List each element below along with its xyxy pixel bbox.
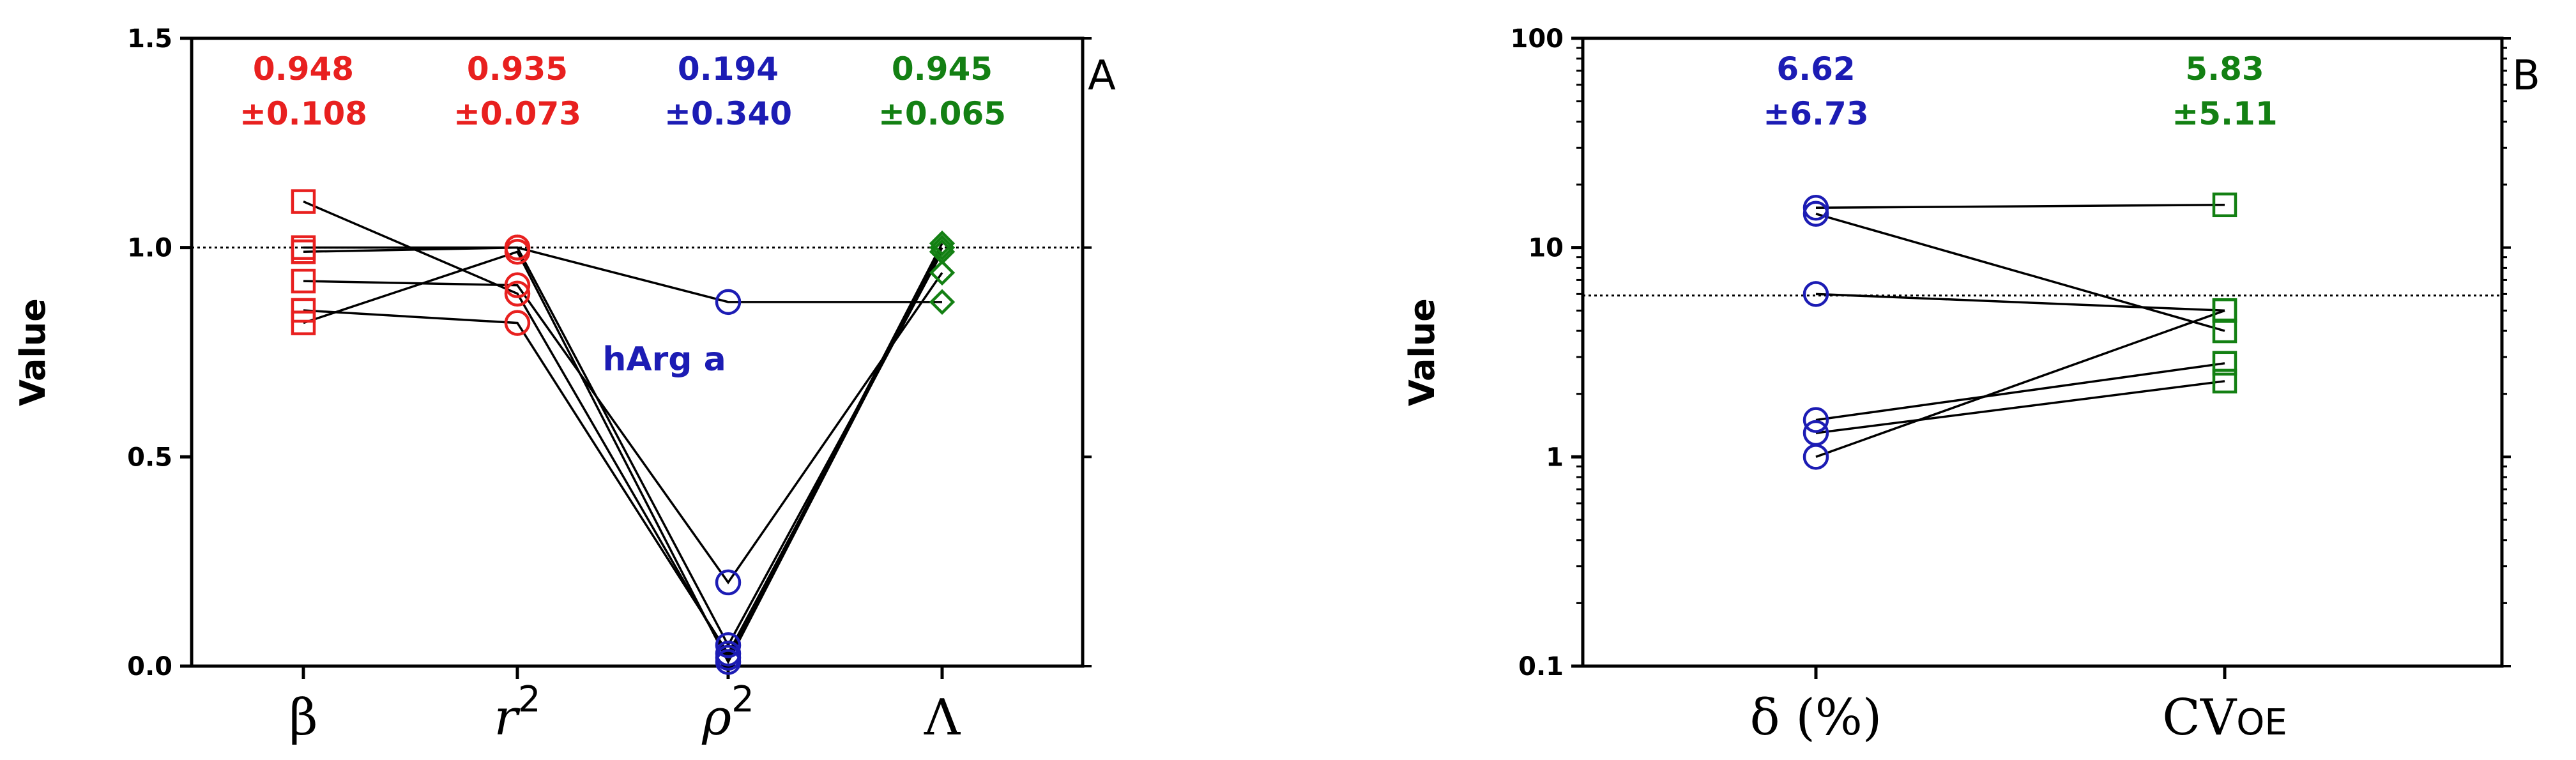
stat-sd: ±0.108 [240,95,367,132]
series-line-2 [303,246,943,648]
category-base: Λ [924,689,961,747]
data-point-s5-c2 [504,310,531,336]
x-category-label: ρ2 [701,679,754,747]
category-base: ρ [701,689,731,747]
x-category-label: CVOE [2162,689,2287,747]
data-point-s5-c4 [929,239,956,265]
y-tick-label: 0.5 [127,443,172,472]
data-point-s4-c3 [715,569,742,596]
data-point-s4-c4 [929,259,956,286]
data-point-s3-c4 [929,289,956,315]
category-base: r [494,689,521,747]
y-axis-label: Value [1402,298,1442,406]
data-point-s1-c2 [504,280,531,307]
y-tick-label: 100 [1511,24,1564,54]
category-subscript: OE [2236,702,2287,743]
panel-label: A [1088,52,1116,100]
category-base: δ (%) [1750,689,1882,747]
data-point-s1-c4 [929,230,956,257]
stat-mean: 6.62 [1776,50,1855,87]
x-category-label: Λ [924,689,961,747]
plot-frame [1581,36,2504,668]
data-point-s2-c3 [715,632,742,658]
stat-sd: ±5.11 [2172,95,2277,132]
data-point-s1-c2 [2212,192,2237,218]
data-point-s3-c3 [715,289,742,315]
data-point-s6-c1 [1802,444,1829,470]
series-line-3 [303,246,942,303]
stat-sd: ±6.73 [1763,95,1868,132]
category-base: CV [2162,689,2237,747]
y-tick-label: 10 [1528,234,1564,263]
data-point-s6-c3 [715,649,742,675]
annotation-label: hArg a [602,340,726,379]
y-tick-label: 1.0 [127,234,172,263]
data-point-s1-c1 [1802,195,1829,221]
x-category-label: β [289,689,317,747]
stat-mean: 0.945 [892,50,993,87]
data-point-s4-c1 [1802,407,1829,433]
data-point-s1-c1 [291,189,316,214]
data-point-s6-c1 [291,310,316,335]
y-axis-label: Value [13,298,53,406]
category-superscript: 2 [731,679,754,720]
series-line-6 [303,247,943,665]
data-point-s6-c2 [2212,298,2237,323]
x-category-label: r2 [494,679,541,747]
stat-sd: ±0.065 [878,95,1006,132]
stat-sd: ±0.340 [664,95,792,132]
stat-mean: 5.83 [2185,50,2264,87]
panel-b: 0.1 1 10 100 Value δ (%) CVOE 6.62 ±6.73 5.83 ±5.1… [1402,24,2540,747]
y-tick-label: 1 [1546,443,1564,472]
x-category-label: δ (%) [1750,689,1882,747]
series-line-1 [1815,204,2225,209]
data-point-s6-c4 [929,234,956,261]
data-point-s2-c1 [1802,201,1829,227]
series-line-6 [1815,309,2225,458]
series-line-4 [303,271,943,584]
data-point-s5-c2 [2212,369,2237,394]
series-line-3 [1815,293,2225,312]
data-point-s3-c1 [1802,281,1829,307]
y-tick-label: 1.5 [127,24,172,54]
stat-mean: 0.948 [253,50,354,87]
stat-mean: 0.194 [678,50,779,87]
data-point-s4-c1 [291,268,316,294]
y-tick-label: 0.0 [127,652,172,681]
series-line-5 [1815,380,2225,434]
category-base: β [289,689,317,747]
stat-mean: 0.935 [467,50,568,87]
panel-label: B [2512,52,2540,100]
stat-sd: ±0.073 [453,95,581,132]
y-tick-label: 0.1 [1518,652,1564,681]
data-point-s5-c3 [715,641,742,667]
plot-frame [190,36,1085,668]
data-point-s4-c2 [2212,351,2237,376]
data-point-s5-c1 [291,298,316,323]
series-line-5 [303,251,943,656]
category-superscript: 2 [518,679,541,720]
data-point-s6-c2 [504,238,531,265]
series-line-2 [1815,213,2225,332]
data-point-s3-c1 [291,239,316,264]
series-line-4 [1815,362,2225,422]
data-point-s4-c2 [504,272,531,298]
